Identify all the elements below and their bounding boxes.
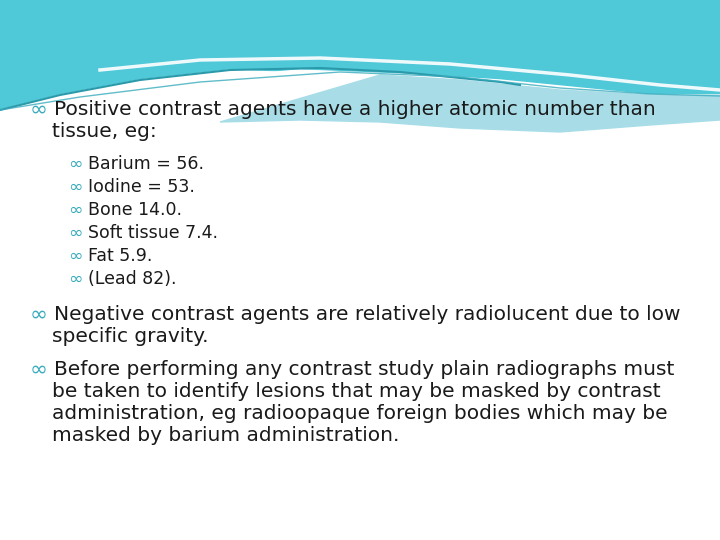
Text: ∞: ∞ (30, 305, 48, 325)
Text: tissue, eg:: tissue, eg: (52, 122, 157, 141)
Text: ∞: ∞ (68, 224, 83, 242)
Text: ∞: ∞ (68, 270, 83, 288)
Polygon shape (220, 75, 720, 132)
Text: ∞: ∞ (68, 178, 83, 196)
Text: ∞: ∞ (68, 247, 83, 265)
Text: ∞: ∞ (68, 155, 83, 173)
Text: (Lead 82).: (Lead 82). (88, 270, 176, 288)
Text: administration, eg radioopaque foreign bodies which may be: administration, eg radioopaque foreign b… (52, 404, 667, 423)
Text: Iodine = 53.: Iodine = 53. (88, 178, 195, 196)
Text: masked by barium administration.: masked by barium administration. (52, 426, 400, 445)
Text: Positive contrast agents have a higher atomic number than: Positive contrast agents have a higher a… (54, 100, 656, 119)
Polygon shape (0, 70, 720, 540)
Text: ∞: ∞ (68, 201, 83, 219)
Text: Negative contrast agents are relatively radiolucent due to low: Negative contrast agents are relatively … (54, 305, 680, 324)
Text: Soft tissue 7.4.: Soft tissue 7.4. (88, 224, 218, 242)
Text: Before performing any contrast study plain radiographs must: Before performing any contrast study pla… (54, 360, 675, 379)
Text: ∞: ∞ (30, 100, 48, 120)
Text: specific gravity.: specific gravity. (52, 327, 209, 346)
Polygon shape (0, 70, 720, 195)
Text: Fat 5.9.: Fat 5.9. (88, 247, 153, 265)
Text: be taken to identify lesions that may be masked by contrast: be taken to identify lesions that may be… (52, 382, 661, 401)
Text: Barium = 56.: Barium = 56. (88, 155, 204, 173)
Text: ∞: ∞ (30, 360, 48, 380)
Text: Bone 14.0.: Bone 14.0. (88, 201, 182, 219)
Polygon shape (0, 0, 720, 110)
Polygon shape (0, 0, 720, 100)
